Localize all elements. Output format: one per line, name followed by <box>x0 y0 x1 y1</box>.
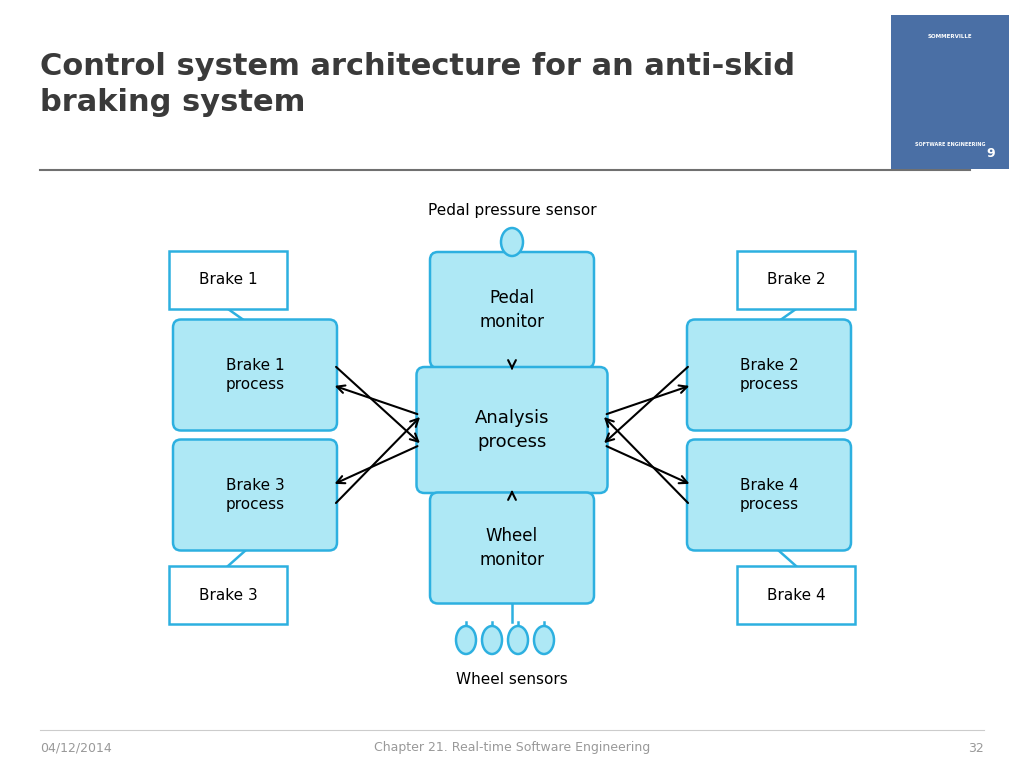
Bar <box>169 251 287 309</box>
Text: Brake 4: Brake 4 <box>767 588 825 603</box>
Text: Wheel
monitor: Wheel monitor <box>479 527 545 569</box>
Text: Brake 4
process: Brake 4 process <box>739 478 799 512</box>
Text: Brake 1
process: Brake 1 process <box>225 358 285 392</box>
Text: 32: 32 <box>969 741 984 754</box>
Text: Brake 1: Brake 1 <box>199 273 257 287</box>
FancyBboxPatch shape <box>430 252 594 368</box>
Bar <box>737 566 855 624</box>
Text: 9: 9 <box>987 147 995 160</box>
FancyBboxPatch shape <box>687 439 851 551</box>
FancyBboxPatch shape <box>173 439 337 551</box>
Text: Brake 2: Brake 2 <box>767 273 825 287</box>
Bar <box>737 251 855 309</box>
Text: Wheel sensors: Wheel sensors <box>456 672 568 687</box>
Text: braking system: braking system <box>40 88 305 117</box>
Text: Pedal
monitor: Pedal monitor <box>479 290 545 331</box>
Text: SOMMERVILLE: SOMMERVILLE <box>928 34 972 39</box>
Text: Brake 2
process: Brake 2 process <box>739 358 799 392</box>
Text: Analysis
process: Analysis process <box>475 409 549 451</box>
Text: Control system architecture for an anti-skid: Control system architecture for an anti-… <box>40 52 795 81</box>
Text: Brake 3: Brake 3 <box>199 588 257 603</box>
Bar <box>169 566 287 624</box>
Text: Brake 3
process: Brake 3 process <box>225 478 285 512</box>
Text: 04/12/2014: 04/12/2014 <box>40 741 112 754</box>
FancyBboxPatch shape <box>173 319 337 431</box>
Text: SOFTWARE ENGINEERING: SOFTWARE ENGINEERING <box>914 142 985 147</box>
Ellipse shape <box>482 626 502 654</box>
FancyBboxPatch shape <box>430 492 594 604</box>
FancyBboxPatch shape <box>687 319 851 431</box>
Ellipse shape <box>508 626 528 654</box>
Ellipse shape <box>456 626 476 654</box>
Text: Chapter 21. Real-time Software Engineering: Chapter 21. Real-time Software Engineeri… <box>374 741 650 754</box>
Ellipse shape <box>501 228 523 256</box>
FancyBboxPatch shape <box>417 367 607 493</box>
Text: Pedal pressure sensor: Pedal pressure sensor <box>428 203 596 218</box>
Ellipse shape <box>534 626 554 654</box>
